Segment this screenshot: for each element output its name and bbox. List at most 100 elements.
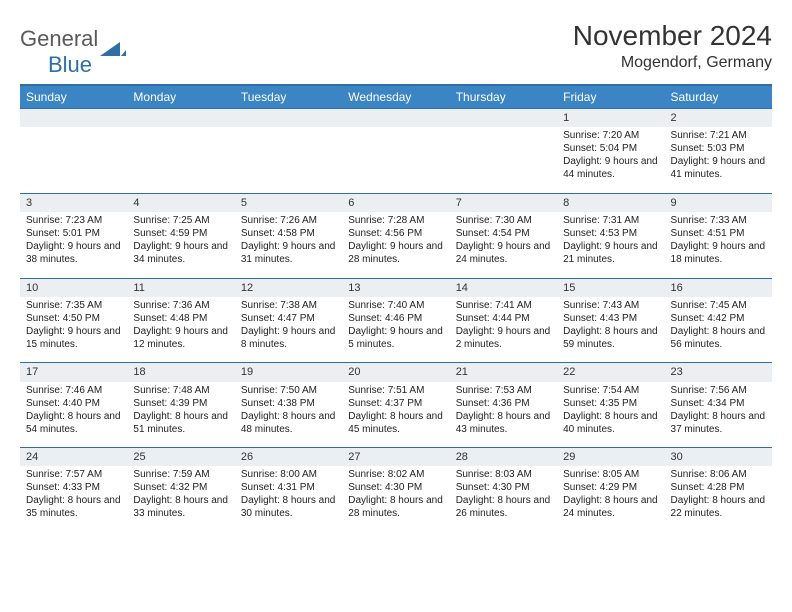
sunrise-text: Sunrise: 7:20 AM: [563, 129, 658, 142]
sunrise-text: Sunrise: 7:54 AM: [563, 384, 658, 397]
day-number-cell: 20: [342, 363, 449, 382]
calendar-body: 12Sunrise: 7:20 AMSunset: 5:04 PMDayligh…: [20, 109, 772, 533]
daylight-text: Daylight: 9 hours and 21 minutes.: [563, 240, 658, 266]
daylight-text: Daylight: 8 hours and 30 minutes.: [241, 494, 336, 520]
day-details-cell: Sunrise: 7:38 AMSunset: 4:47 PMDaylight:…: [235, 297, 342, 363]
location: Mogendorf, Germany: [573, 54, 772, 72]
day-details-row: Sunrise: 7:35 AMSunset: 4:50 PM Daylight:…: [20, 297, 772, 363]
sunrise-text: Sunrise: 7:28 AM: [348, 214, 443, 227]
sunset-text: Sunset: 5:03 PM: [671, 142, 766, 155]
sunset-text: Sunset: 4:29 PM: [563, 481, 658, 494]
sunset-text: Sunset: 4:51 PM: [671, 227, 766, 240]
day-details-cell: [342, 127, 449, 193]
daylight-text: Daylight: 8 hours and 35 minutes.: [26, 494, 121, 520]
day-details-cell: Sunrise: 7:43 AMSunset: 4:43 PMDaylight:…: [557, 297, 664, 363]
daylight-text: Daylight: 9 hours and 41 minutes.: [671, 155, 766, 181]
day-number-row: 10111213141516: [20, 278, 772, 297]
daylight-text: Daylight: 8 hours and 24 minutes.: [563, 494, 658, 520]
daylight-text: Daylight: 9 hours and 18 minutes.: [671, 240, 766, 266]
sunrise-text: Sunrise: 8:00 AM: [241, 468, 336, 481]
day-details-cell: Sunrise: 7:51 AMSunset: 4:37 PMDaylight:…: [342, 382, 449, 448]
sunset-text: Sunset: 4:38 PM: [241, 397, 336, 410]
day-details-row: Sunrise: 7:20 AMSunset: 5:04 PMDaylight:…: [20, 127, 772, 193]
sunset-text: Sunset: 4:48 PM: [133, 312, 228, 325]
day-details-cell: Sunrise: 7:33 AMSunset: 4:51 PMDaylight:…: [665, 212, 772, 278]
day-number-cell: 29: [557, 448, 664, 467]
sunset-text: Sunset: 4:31 PM: [241, 481, 336, 494]
sunrise-text: Sunrise: 7:35 AM: [26, 299, 121, 312]
day-number-row: 3456789: [20, 193, 772, 212]
day-details-cell: [127, 127, 234, 193]
sunset-text: Sunset: 4:59 PM: [133, 227, 228, 240]
daylight-text: Daylight: 8 hours and 56 minutes.: [671, 325, 766, 351]
sunset-text: Sunset: 4:28 PM: [671, 481, 766, 494]
daylight-text: Daylight: 8 hours and 59 minutes.: [563, 325, 658, 351]
day-number-row: 17181920212223: [20, 363, 772, 382]
daylight-text: Daylight: 8 hours and 22 minutes.: [671, 494, 766, 520]
day-number-cell: 26: [235, 448, 342, 467]
sunrise-text: Sunrise: 7:45 AM: [671, 299, 766, 312]
sunset-text: Sunset: 4:56 PM: [348, 227, 443, 240]
day-details-cell: Sunrise: 7:41 AMSunset: 4:44 PMDaylight:…: [450, 297, 557, 363]
sunset-text: Sunset: 4:34 PM: [671, 397, 766, 410]
sunset-text: Sunset: 4:36 PM: [456, 397, 551, 410]
day-details-cell: Sunrise: 7:53 AMSunset: 4:36 PMDaylight:…: [450, 382, 557, 448]
day-details-cell: Sunrise: 7:45 AMSunset: 4:42 PMDaylight:…: [665, 297, 772, 363]
logo-text: General Blue: [20, 26, 98, 78]
sunrise-text: Sunrise: 7:31 AM: [563, 214, 658, 227]
daylight-text: Daylight: 9 hours and 24 minutes.: [456, 240, 551, 266]
header: General Blue November 2024 Mogendorf, Ge…: [20, 20, 772, 78]
sunset-text: Sunset: 4:30 PM: [348, 481, 443, 494]
day-details-cell: Sunrise: 7:20 AMSunset: 5:04 PMDaylight:…: [557, 127, 664, 193]
day-number-cell: 23: [665, 363, 772, 382]
day-number-cell: 5: [235, 193, 342, 212]
sunrise-text: Sunrise: 7:51 AM: [348, 384, 443, 397]
sunset-text: Sunset: 4:35 PM: [563, 397, 658, 410]
daylight-text: Daylight: 9 hours and 31 minutes.: [241, 240, 336, 266]
logo: General Blue: [20, 20, 126, 78]
day-number-cell: 13: [342, 278, 449, 297]
day-details-cell: Sunrise: 7:54 AMSunset: 4:35 PMDaylight:…: [557, 382, 664, 448]
sunset-text: Sunset: 4:53 PM: [563, 227, 658, 240]
day-details-row: Sunrise: 7:57 AMSunset: 4:33 PMDaylight:…: [20, 466, 772, 532]
sunrise-text: Sunrise: 7:43 AM: [563, 299, 658, 312]
day-number-cell: 22: [557, 363, 664, 382]
day-number-cell: [235, 109, 342, 128]
sunrise-text: Sunrise: 7:50 AM: [241, 384, 336, 397]
sunset-text: Sunset: 4:47 PM: [241, 312, 336, 325]
day-details-cell: Sunrise: 7:25 AMSunset: 4:59 PMDaylight:…: [127, 212, 234, 278]
sunset-text: Sunset: 4:58 PM: [241, 227, 336, 240]
day-details-cell: Sunrise: 8:06 AMSunset: 4:28 PMDaylight:…: [665, 466, 772, 532]
day-details-cell: Sunrise: 7:40 AMSunset: 4:46 PMDaylight:…: [342, 297, 449, 363]
sunset-text: Sunset: 4:39 PM: [133, 397, 228, 410]
day-details-cell: Sunrise: 7:50 AMSunset: 4:38 PMDaylight:…: [235, 382, 342, 448]
day-details-row: Sunrise: 7:23 AMSunset: 5:01 PMDaylight:…: [20, 212, 772, 278]
daylight-text: Daylight: 9 hours and 28 minutes.: [348, 240, 443, 266]
sunset-text: Sunset: 5:01 PM: [26, 227, 121, 240]
day-number-cell: 3: [20, 193, 127, 212]
day-details-cell: Sunrise: 7:31 AMSunset: 4:53 PMDaylight:…: [557, 212, 664, 278]
weekday-header-row: Sunday Monday Tuesday Wednesday Thursday…: [20, 86, 772, 109]
day-number-cell: 8: [557, 193, 664, 212]
sunset-text: Sunset: 4:40 PM: [26, 397, 121, 410]
sunset-text: Sunset: 4:43 PM: [563, 312, 658, 325]
sunrise-text: Sunrise: 7:48 AM: [133, 384, 228, 397]
sunrise-text: Sunrise: 7:57 AM: [26, 468, 121, 481]
day-details-cell: Sunrise: 7:56 AMSunset: 4:34 PMDaylight:…: [665, 382, 772, 448]
day-details-cell: Sunrise: 7:57 AMSunset: 4:33 PMDaylight:…: [20, 466, 127, 532]
daylight-text: Daylight: 8 hours and 54 minutes.: [26, 410, 121, 436]
daylight-text: Daylight: 9 hours and 44 minutes.: [563, 155, 658, 181]
day-number-cell: 28: [450, 448, 557, 467]
day-details-cell: Sunrise: 7:46 AMSunset: 4:40 PMDaylight:…: [20, 382, 127, 448]
weekday-header: Saturday: [665, 86, 772, 109]
day-number-cell: 25: [127, 448, 234, 467]
day-details-cell: Sunrise: 7:35 AMSunset: 4:50 PMDaylight:…: [20, 297, 127, 363]
day-number-cell: 27: [342, 448, 449, 467]
sunset-text: Sunset: 4:50 PM: [26, 312, 121, 325]
weekday-header: Friday: [557, 86, 664, 109]
sunrise-text: Sunrise: 7:56 AM: [671, 384, 766, 397]
day-number-cell: [127, 109, 234, 128]
day-details-cell: Sunrise: 7:59 AMSunset: 4:32 PMDaylight:…: [127, 466, 234, 532]
daylight-text: Daylight: 9 hours and 2 minutes.: [456, 325, 551, 351]
sunrise-text: Sunrise: 8:06 AM: [671, 468, 766, 481]
